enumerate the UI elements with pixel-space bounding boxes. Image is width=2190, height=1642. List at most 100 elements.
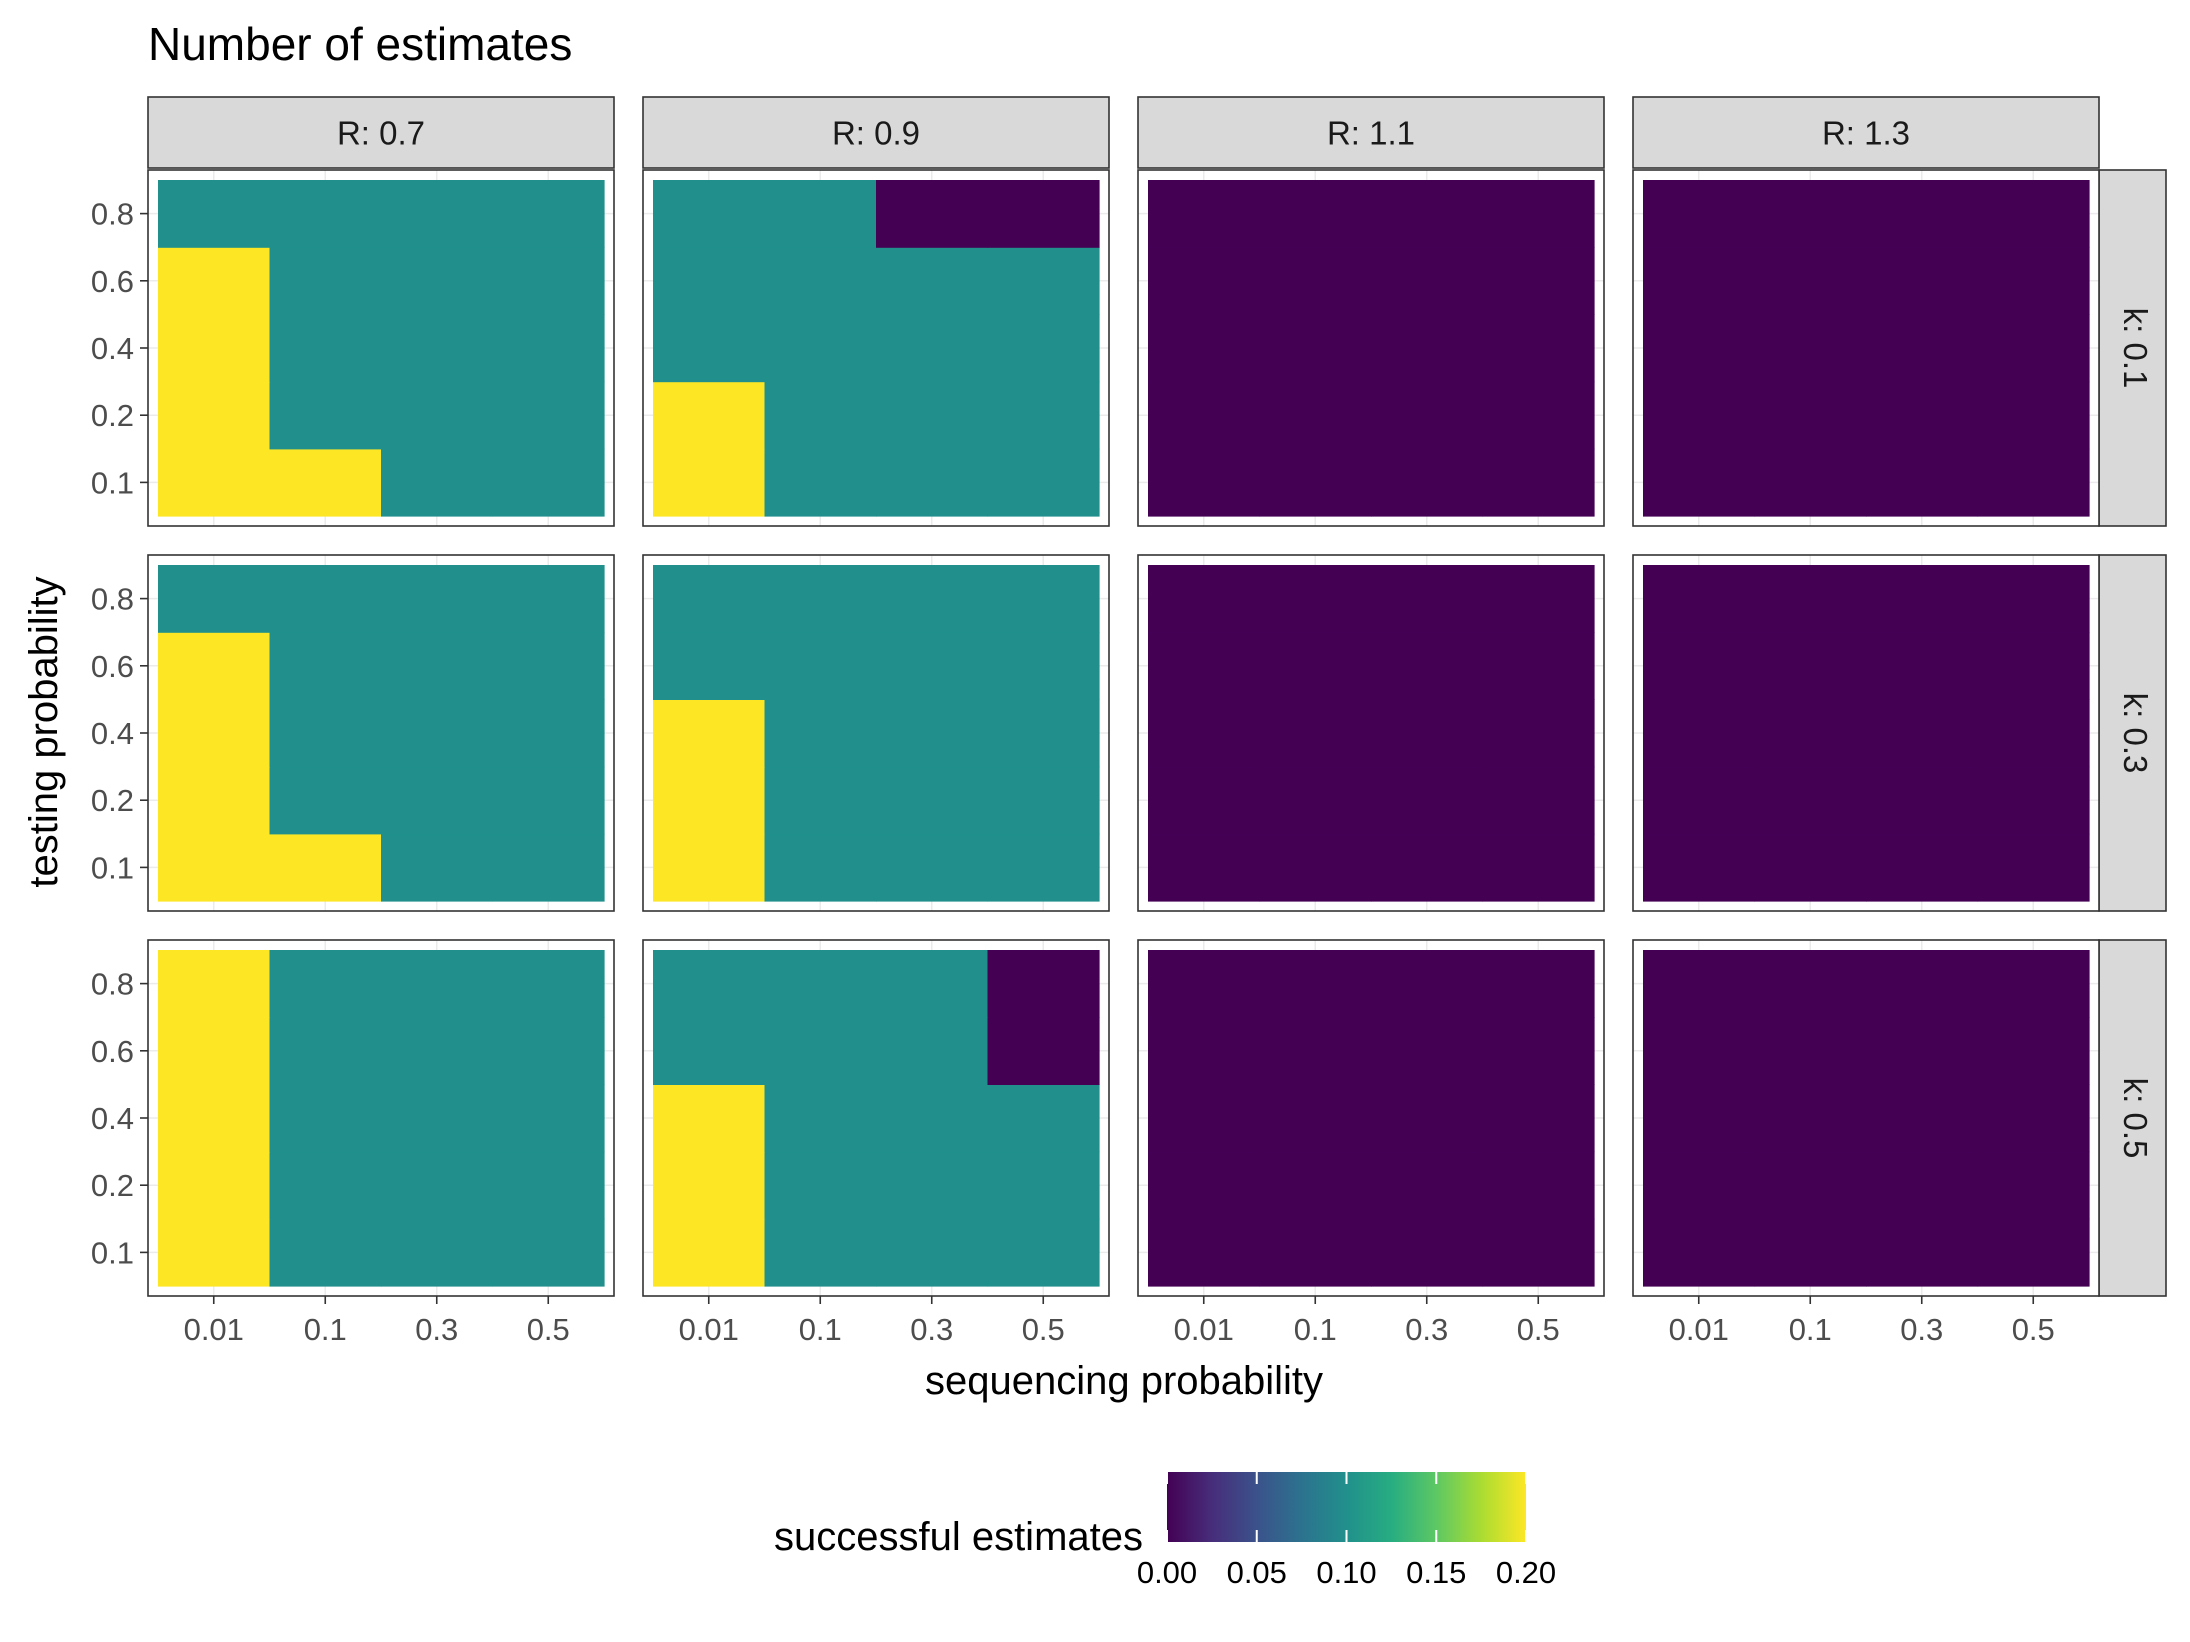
heatmap-cell [1482, 699, 1595, 768]
row-strip-label: k: 0.1 [2117, 308, 2154, 389]
heatmap-cell [1977, 314, 2090, 383]
heatmap-cell [158, 1151, 271, 1220]
panel-border [1632, 554, 2100, 912]
heatmap-cell [1754, 381, 1867, 450]
heatmap-cell [653, 766, 766, 835]
heatmap-cell [653, 180, 766, 248]
heatmap-cell [876, 180, 989, 248]
heatmap-cell [1148, 766, 1261, 835]
row-strip [2098, 554, 2167, 912]
heatmap-cell [1643, 314, 1756, 383]
x-tick-label: 0.01 [679, 1312, 739, 1347]
heatmap-cell [1977, 833, 2090, 902]
heatmap-cell [1259, 247, 1372, 315]
heatmap-cell [1977, 632, 2090, 700]
x-tick-label: 0.1 [799, 1312, 842, 1347]
heatmap-cell [1866, 180, 1979, 248]
panel-border [1632, 169, 2100, 527]
heatmap-cell [1148, 565, 1261, 633]
heatmap-cell [1371, 833, 1484, 902]
heatmap-cell [1866, 448, 1979, 517]
heatmap-cell [1148, 1151, 1261, 1220]
heatmap-cell [1977, 1017, 2090, 1085]
panel-border [1632, 939, 2100, 1297]
y-tick-label: 0.4 [91, 331, 134, 366]
legend-title: successful estimates [774, 1515, 1143, 1559]
heatmap-cell [1148, 448, 1261, 517]
heatmap-cell [1371, 381, 1484, 450]
heatmap-cell [158, 1084, 271, 1153]
x-tick-label: 0.01 [1669, 1312, 1729, 1347]
heatmap-cell [269, 565, 382, 633]
legend-tick-label: 0.20 [1496, 1555, 1556, 1590]
heatmap-cell [1259, 314, 1372, 383]
heatmap-cell [876, 1218, 989, 1287]
y-tick-label: 0.8 [91, 967, 134, 1002]
x-tick-label: 0.5 [527, 1312, 570, 1347]
heatmap-cell [1754, 1084, 1867, 1153]
heatmap-cell [1482, 1218, 1595, 1287]
heatmap-cell [1977, 699, 2090, 768]
heatmap-cell [381, 950, 494, 1018]
heatmap-cell [1482, 448, 1595, 517]
heatmap-cell [269, 766, 382, 835]
chart-title: Number of estimates [148, 18, 572, 70]
heatmap-cell [1977, 1218, 2090, 1287]
heatmap-cell [653, 314, 766, 383]
heatmap-cell [653, 381, 766, 450]
heatmap-cell [492, 247, 605, 315]
heatmap-cell [1977, 1084, 2090, 1153]
heatmap-cell [492, 766, 605, 835]
heatmap-cell [1259, 833, 1372, 902]
row-strip [2098, 939, 2167, 1297]
x-axis-label: sequencing probability [925, 1359, 1323, 1403]
heatmap-cell [1977, 180, 2090, 248]
heatmap-cell [1643, 699, 1756, 768]
heatmap-cell [1371, 632, 1484, 700]
heatmap-cell [1371, 180, 1484, 248]
panel-border [642, 169, 1110, 527]
x-tick-label: 0.3 [415, 1312, 458, 1347]
heatmap-cell [1754, 247, 1867, 315]
heatmap-cell [764, 950, 877, 1018]
heatmap-cell [876, 1017, 989, 1085]
heatmap-cell [987, 180, 1100, 248]
heatmap-cell [764, 247, 877, 315]
heatmap-cell [1371, 448, 1484, 517]
heatmap-cell [1866, 1017, 1979, 1085]
heatmap-cell [1643, 1151, 1756, 1220]
heatmap-cell [381, 565, 494, 633]
heatmap-cell [876, 314, 989, 383]
y-tick-label: 0.8 [91, 582, 134, 617]
heatmap-cell [1866, 314, 1979, 383]
heatmap-cell [876, 1084, 989, 1153]
x-tick-label: 0.1 [1294, 1312, 1337, 1347]
heatmap-cell [158, 381, 271, 450]
heatmap-cell [492, 1017, 605, 1085]
heatmap-cell [1148, 1218, 1261, 1287]
row-strip [2098, 169, 2167, 527]
heatmap-cell [1371, 565, 1484, 633]
y-tick-label: 0.4 [91, 716, 134, 751]
heatmap-cell [764, 1151, 877, 1220]
heatmap-cell [876, 565, 989, 633]
heatmap-cell [269, 247, 382, 315]
heatmap-cell [987, 381, 1100, 450]
heatmap-cell [1866, 833, 1979, 902]
heatmap-cell [1643, 833, 1756, 902]
heatmap-cell [764, 565, 877, 633]
heatmap-cell [1371, 314, 1484, 383]
heatmap-cell [1754, 448, 1867, 517]
heatmap-cell [764, 314, 877, 383]
heatmap-cell [1643, 950, 1756, 1018]
heatmap-cell [1754, 180, 1867, 248]
heatmap-cell [1866, 632, 1979, 700]
heatmap-cell [158, 247, 271, 315]
x-tick-label: 0.5 [1022, 1312, 1065, 1347]
y-tick-label: 0.1 [91, 465, 134, 500]
heatmap-cell [987, 950, 1100, 1018]
heatmap-cell [764, 1218, 877, 1287]
heatmap-cell [987, 766, 1100, 835]
heatmap-cell [653, 1084, 766, 1153]
heatmap-cell [381, 833, 494, 902]
